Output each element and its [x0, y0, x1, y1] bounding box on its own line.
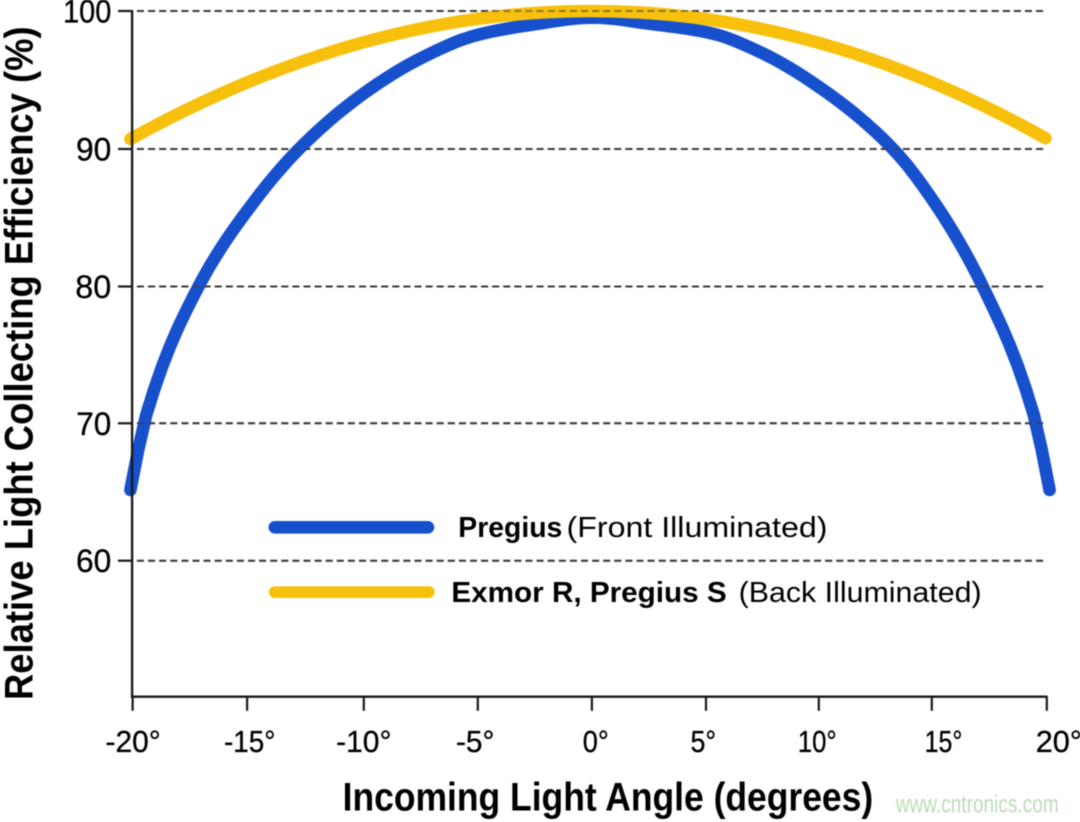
- svg-text:0°: 0°: [583, 724, 609, 759]
- svg-text:Pregius: Pregius: [458, 512, 562, 544]
- svg-text:90: 90: [76, 132, 111, 168]
- svg-text:-15°: -15°: [224, 724, 275, 759]
- svg-text:-20°: -20°: [106, 724, 161, 759]
- svg-text:-5°: -5°: [456, 724, 495, 759]
- svg-text:80: 80: [75, 269, 111, 305]
- svg-text:(Back Illuminated): (Back Illuminated): [739, 577, 982, 609]
- svg-text:20°: 20°: [1036, 724, 1080, 759]
- svg-text:Exmor R, Pregius S: Exmor R, Pregius S: [451, 577, 726, 609]
- svg-text:10°: 10°: [798, 724, 837, 759]
- svg-text:60: 60: [76, 543, 111, 579]
- svg-text:(Front Illuminated): (Front Illuminated): [567, 512, 828, 544]
- svg-text:100: 100: [63, 0, 111, 30]
- svg-text:5°: 5°: [691, 724, 717, 759]
- svg-text:www.cntronics.com: www.cntronics.com: [895, 790, 1059, 818]
- svg-text:Incoming Light Angle (degrees): Incoming Light Angle (degrees): [343, 775, 874, 819]
- svg-text:-10°: -10°: [336, 724, 391, 759]
- svg-text:15°: 15°: [925, 724, 963, 759]
- svg-text:Relative Light Collecting Effi: Relative Light Collecting Efficiency (%): [0, 26, 41, 700]
- svg-text:70: 70: [76, 406, 111, 442]
